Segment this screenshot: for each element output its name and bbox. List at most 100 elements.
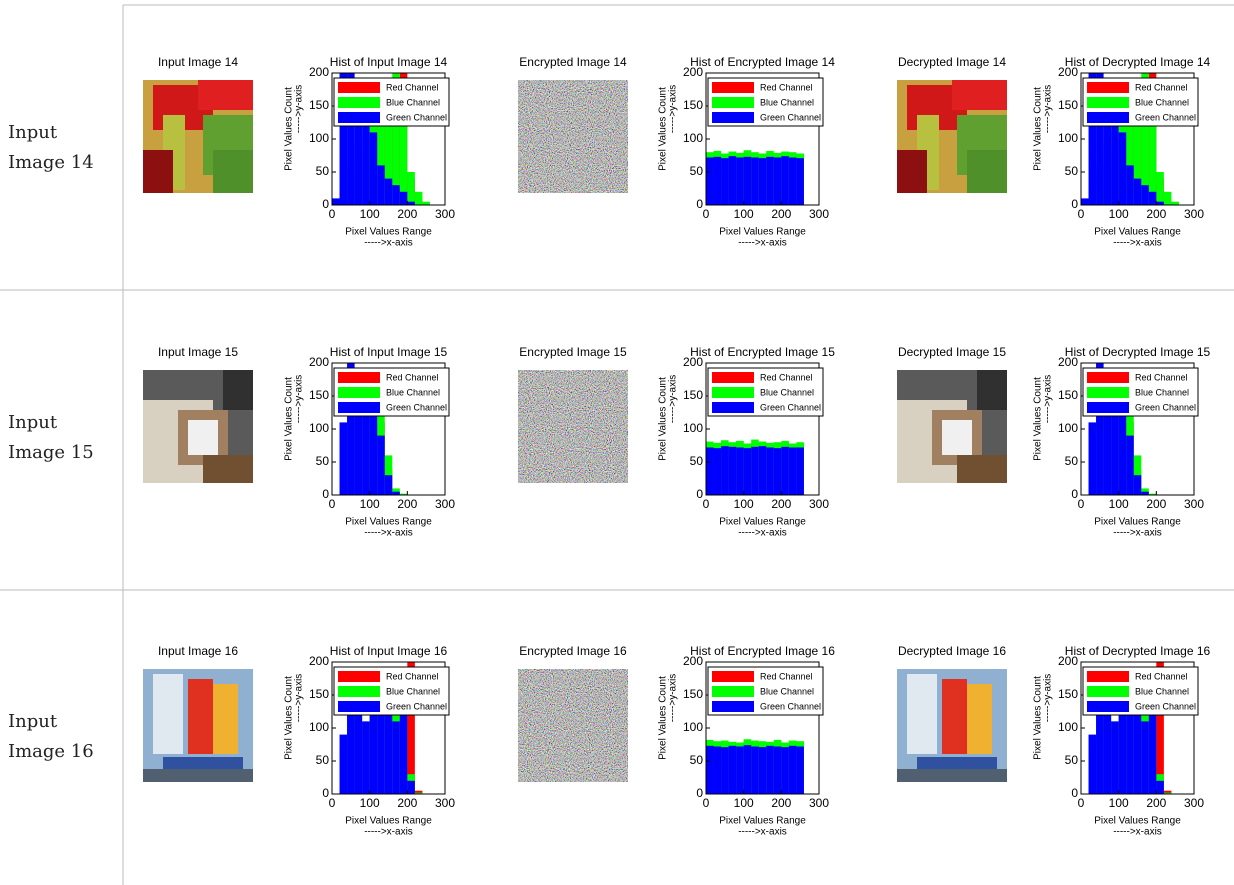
legend-label: Red Channel — [1135, 82, 1188, 92]
photo-region — [942, 679, 967, 754]
y-tick-label: 150 — [1058, 98, 1078, 112]
histogram-bar — [714, 157, 722, 205]
legend-label: Blue Channel — [760, 97, 814, 107]
histogram-bar — [774, 157, 782, 205]
legend-swatch — [712, 701, 754, 712]
legend-label: Blue Channel — [760, 387, 814, 397]
encrypted-image — [518, 80, 628, 193]
chart-title: Hist of Input Image 15 — [330, 345, 448, 359]
x-tick-label: 0 — [1078, 796, 1085, 810]
photo-region — [188, 420, 218, 455]
y-axis-label: ----->y-axis — [1043, 85, 1054, 134]
histogram-bar — [714, 746, 722, 794]
x-axis-label: ----->x-axis — [364, 238, 413, 249]
legend-label: Blue Channel — [1135, 97, 1189, 107]
histogram-bar — [781, 156, 789, 205]
row-label: Input Image 16 — [8, 707, 108, 767]
legend-swatch — [338, 112, 380, 123]
histogram-bar — [774, 746, 782, 794]
y-axis-label: ----->y-axis — [668, 375, 679, 424]
x-tick-label: 200 — [1146, 796, 1166, 810]
histogram-bar — [400, 192, 408, 205]
y-tick-label: 150 — [309, 98, 329, 112]
x-axis-label: Pixel Values Range — [719, 227, 806, 238]
x-tick-label: 300 — [435, 796, 455, 810]
legend-label: Red Channel — [1135, 372, 1188, 382]
x-tick-label: 300 — [435, 497, 455, 511]
chart-title: Hist of Decrypted Image 15 — [1065, 345, 1211, 359]
figure: Input Image 14Encrypted Image 14Decrypte… — [0, 0, 1234, 885]
histogram-bar — [1126, 165, 1134, 205]
y-axis-label: ----->y-axis — [1043, 375, 1054, 424]
legend-swatch — [1087, 387, 1129, 398]
histogram-bar — [1119, 132, 1127, 205]
x-axis-label: ----->x-axis — [738, 827, 787, 838]
photo-region — [198, 80, 253, 110]
histogram-bar — [355, 708, 363, 794]
histogram-bar — [774, 448, 782, 495]
legend-label: Green Channel — [1135, 112, 1196, 122]
x-tick-label: 200 — [397, 207, 417, 221]
x-axis-label: Pixel Values Range — [719, 816, 806, 827]
histogram-bar — [1156, 781, 1164, 794]
y-tick-label: 100 — [683, 421, 703, 435]
photo-region — [203, 455, 253, 483]
legend-swatch — [1087, 701, 1129, 712]
legend-label: Green Channel — [1135, 701, 1196, 711]
histogram-bar — [362, 721, 370, 794]
histogram-bar — [766, 447, 774, 495]
histogram-bar — [706, 157, 714, 205]
x-tick-label: 300 — [435, 207, 455, 221]
photo-region — [942, 420, 972, 455]
histogram-bar — [796, 746, 804, 794]
photo-region — [917, 757, 997, 769]
y-tick-label: 100 — [309, 720, 329, 734]
y-axis-label: ----->y-axis — [1043, 674, 1054, 723]
x-tick-label: 0 — [329, 796, 336, 810]
histogram-bar — [340, 422, 348, 495]
x-tick-label: 300 — [809, 207, 829, 221]
histogram-bar — [340, 735, 348, 794]
chart-title: Hist of Decrypted Image 14 — [1065, 55, 1211, 69]
image-title: Encrypted Image 15 — [519, 345, 627, 359]
histogram-bar — [1104, 708, 1112, 794]
x-tick-label: 100 — [1109, 207, 1129, 221]
histogram-bar — [744, 157, 752, 205]
histogram-bar — [789, 746, 797, 794]
x-axis-label: ----->x-axis — [738, 528, 787, 539]
legend-swatch — [338, 402, 380, 413]
histogram-bar — [1119, 708, 1127, 794]
histogram-bar — [721, 747, 729, 794]
x-tick-label: 300 — [1184, 796, 1204, 810]
photo-region — [153, 674, 183, 754]
x-tick-label: 200 — [397, 497, 417, 511]
histogram-bar — [736, 447, 744, 495]
photo-region — [188, 679, 213, 754]
y-tick-label: 150 — [1058, 388, 1078, 402]
histogram-bar — [332, 198, 340, 205]
x-axis-label: ----->x-axis — [1113, 238, 1162, 249]
legend-label: Blue Channel — [1135, 686, 1189, 696]
histogram-bar — [744, 745, 752, 794]
image-title: Input Image 14 — [158, 55, 238, 69]
x-axis-label: Pixel Values Range — [1094, 517, 1181, 528]
x-axis-label: Pixel Values Range — [1094, 816, 1181, 827]
x-axis-label: ----->x-axis — [1113, 827, 1162, 838]
x-tick-label: 0 — [329, 497, 336, 511]
legend-label: Red Channel — [760, 671, 813, 681]
histogram-bar — [377, 165, 385, 205]
y-tick-label: 50 — [690, 454, 704, 468]
encrypted-image — [518, 370, 628, 483]
histogram-bar — [385, 179, 393, 205]
histogram-bar — [706, 447, 714, 495]
histogram-bar — [1156, 172, 1164, 205]
histogram-bar — [1164, 192, 1172, 205]
x-axis-label: Pixel Values Range — [345, 816, 432, 827]
y-tick-label: 150 — [1058, 687, 1078, 701]
legend-swatch — [1087, 402, 1129, 413]
x-tick-label: 100 — [1109, 497, 1129, 511]
x-axis-label: Pixel Values Range — [719, 517, 806, 528]
photo-region — [952, 80, 1007, 110]
histogram-bar — [721, 158, 729, 205]
photo-region — [143, 150, 173, 193]
